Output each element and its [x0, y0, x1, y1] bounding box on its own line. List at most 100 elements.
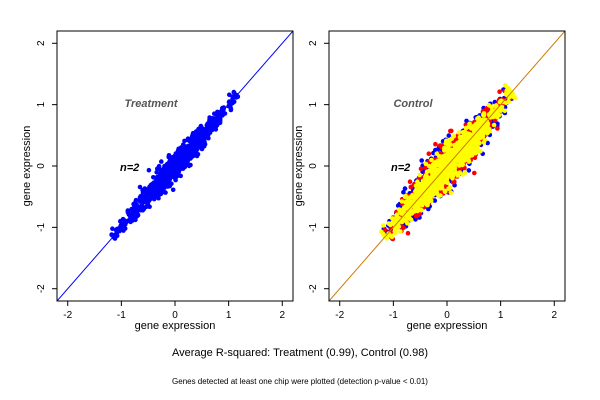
data-point — [167, 165, 173, 170]
data-point — [426, 206, 431, 212]
data-point — [402, 186, 408, 191]
data-point — [172, 176, 178, 181]
data-point — [148, 183, 154, 188]
data-point — [147, 197, 153, 202]
data-point — [446, 174, 451, 179]
data-point — [228, 107, 234, 113]
treatment-panel: -2 -1 0 1 2 -2 -1 0 1 2 gene expression gene expres… — [21, 30, 294, 332]
data-point — [123, 222, 128, 227]
data-point — [408, 201, 414, 206]
data-point — [226, 103, 231, 109]
data-point — [467, 121, 472, 126]
data-point — [442, 148, 447, 153]
sample-count-annotation: n=2 — [391, 162, 410, 174]
data-point — [384, 236, 390, 241]
data-point — [502, 83, 508, 88]
identity-line — [57, 31, 293, 301]
data-point — [448, 164, 454, 170]
data-point — [168, 174, 173, 179]
data-point — [144, 192, 150, 198]
x-tick-label: -1 — [117, 310, 126, 321]
panel-label: Control — [393, 98, 433, 110]
panel-label: Treatment — [125, 98, 179, 110]
data-point — [419, 186, 424, 191]
r-squared-summary: Average R-squared: Treatment (0.99), Con… — [172, 347, 428, 359]
data-point — [390, 216, 395, 221]
data-point — [162, 184, 167, 189]
x-tick-label: 0 — [444, 310, 450, 321]
control-panel: -2 -1 0 1 2 -2 -1 0 1 2 gene expression gene expres… — [293, 30, 566, 332]
data-point — [137, 184, 143, 190]
data-point — [432, 198, 438, 203]
data-point — [230, 94, 235, 99]
data-point — [181, 152, 187, 157]
data-point — [206, 135, 211, 141]
data-point — [478, 148, 483, 154]
data-point — [458, 134, 464, 140]
data-point — [491, 122, 497, 128]
data-point — [380, 223, 386, 228]
data-point — [407, 216, 412, 221]
data-point — [166, 153, 172, 158]
data-point — [407, 179, 413, 184]
data-point — [426, 151, 432, 156]
data-point — [155, 174, 160, 180]
data-point — [158, 185, 163, 191]
data-point — [221, 105, 227, 110]
data-point — [494, 110, 500, 115]
data-point — [456, 130, 462, 135]
data-point — [396, 207, 402, 212]
identity-line — [329, 31, 565, 301]
data-point — [423, 165, 428, 171]
data-point — [125, 210, 131, 215]
data-point — [382, 227, 388, 233]
data-point — [468, 144, 473, 150]
data-point — [482, 121, 488, 127]
data-point — [472, 170, 477, 176]
data-point — [443, 153, 449, 158]
data-point — [186, 143, 191, 149]
data-point — [448, 142, 453, 147]
data-point — [145, 188, 150, 193]
data-point — [388, 222, 393, 228]
data-point — [417, 172, 423, 178]
data-point — [419, 207, 424, 213]
x-tick-label: -1 — [389, 310, 398, 321]
data-point — [424, 202, 430, 208]
data-point — [461, 150, 467, 156]
data-point — [171, 161, 176, 166]
data-point — [452, 165, 458, 171]
data-point — [155, 166, 160, 171]
y-tick-label: -2 — [308, 284, 319, 293]
x-tick-label: -2 — [335, 310, 344, 321]
data-point — [436, 193, 441, 199]
data-point — [494, 114, 500, 120]
data-point — [418, 166, 424, 171]
data-point — [399, 199, 405, 204]
data-point — [126, 218, 131, 223]
data-point — [438, 154, 444, 159]
data-point — [415, 179, 420, 184]
data-point — [467, 149, 473, 154]
data-point — [429, 157, 434, 163]
x-tick-label: 1 — [498, 310, 504, 321]
data-point — [482, 137, 488, 143]
data-point — [430, 168, 436, 173]
data-point — [419, 158, 425, 163]
y-tick-label: 0 — [36, 163, 47, 169]
data-point — [433, 141, 438, 147]
data-point — [497, 89, 502, 94]
data-point — [448, 128, 453, 134]
data-point — [199, 144, 204, 149]
y-tick-label: 1 — [308, 101, 319, 107]
data-point — [498, 108, 504, 113]
y-tick-label: -1 — [308, 222, 319, 231]
data-point — [129, 208, 135, 213]
data-point — [447, 138, 453, 143]
data-point — [446, 160, 451, 166]
data-point — [423, 198, 428, 203]
data-point — [168, 157, 173, 162]
data-point — [428, 187, 433, 193]
data-point — [213, 127, 219, 132]
